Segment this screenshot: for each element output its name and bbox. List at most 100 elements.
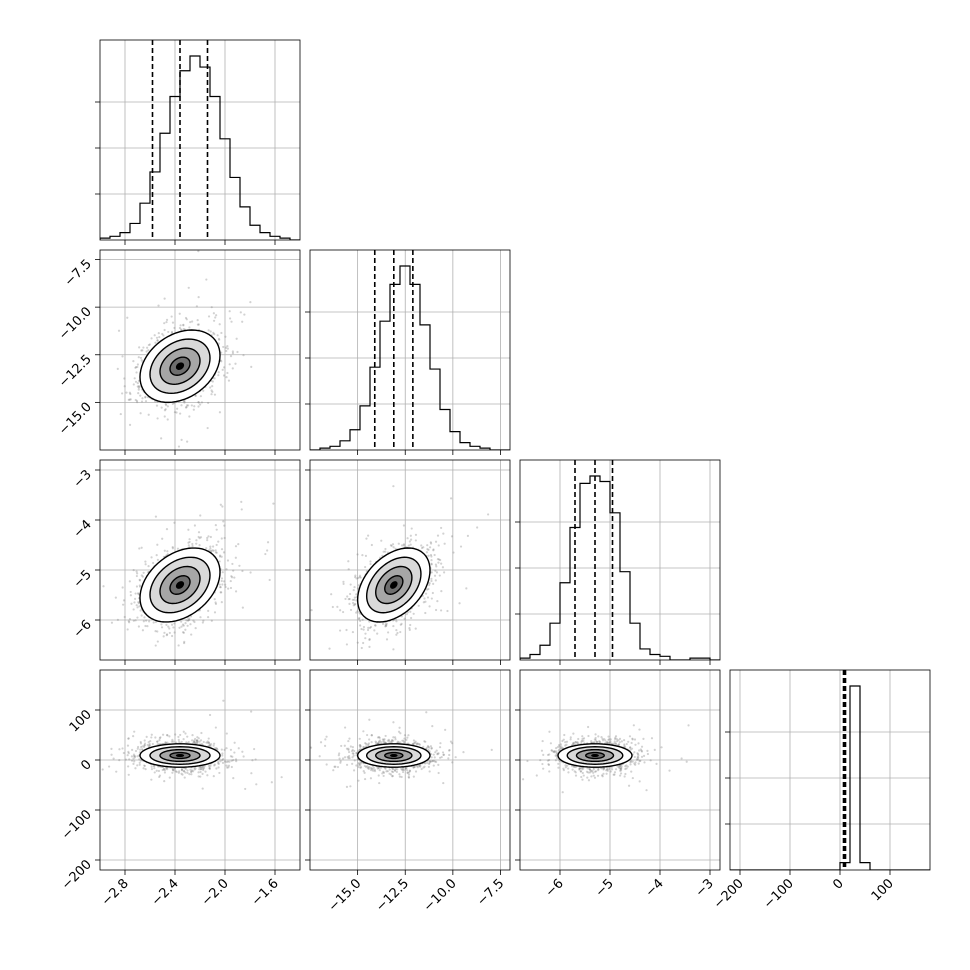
scatter-point bbox=[374, 624, 377, 627]
scatter-point bbox=[185, 619, 188, 622]
scatter-point bbox=[147, 349, 150, 352]
scatter-point bbox=[187, 528, 190, 531]
contour-line-1 bbox=[149, 338, 211, 395]
scatter-point bbox=[353, 598, 356, 601]
scatter-point bbox=[164, 402, 167, 406]
contour-peak bbox=[390, 581, 398, 589]
y-tick-label: −5 bbox=[71, 567, 95, 591]
scatter-point bbox=[177, 644, 180, 647]
scatter-point bbox=[171, 402, 174, 406]
scatter-point bbox=[356, 610, 359, 613]
scatter-point bbox=[188, 326, 191, 329]
scatter-point bbox=[428, 546, 432, 549]
scatter-point bbox=[356, 587, 360, 590]
scatter-point bbox=[218, 560, 221, 563]
scatter-point bbox=[189, 623, 192, 626]
scatter-point bbox=[211, 380, 214, 383]
scatter-point bbox=[430, 555, 433, 558]
scatter-point bbox=[154, 620, 157, 624]
scatter-point bbox=[171, 545, 174, 549]
scatter-point bbox=[222, 345, 225, 349]
scatter-point bbox=[368, 620, 371, 623]
scatter-point bbox=[195, 305, 198, 308]
scatter-point bbox=[198, 740, 201, 743]
scatter-point bbox=[205, 741, 208, 744]
scatter-point bbox=[212, 331, 215, 334]
scatter-point bbox=[191, 320, 194, 323]
scatter-point bbox=[199, 403, 202, 406]
scatter-point bbox=[369, 625, 373, 629]
scatter-point bbox=[359, 619, 362, 622]
scatter-point bbox=[136, 745, 140, 749]
scatter-point bbox=[199, 514, 202, 517]
scatter-point bbox=[149, 739, 152, 743]
scatter-point bbox=[160, 406, 163, 409]
scatter-point bbox=[181, 631, 185, 634]
scatter-point bbox=[373, 629, 376, 632]
scatter-point bbox=[430, 571, 433, 574]
scatter-point bbox=[222, 699, 225, 702]
scatter-point bbox=[183, 641, 186, 645]
scatter-point bbox=[434, 569, 437, 572]
scatter-point bbox=[208, 743, 211, 746]
scatter-point bbox=[159, 736, 162, 739]
scatter-point bbox=[140, 546, 143, 549]
scatter-point bbox=[233, 751, 236, 754]
scatter-point bbox=[437, 558, 441, 561]
scatter-point bbox=[152, 621, 155, 624]
scatter-point bbox=[207, 741, 211, 744]
scatter-point bbox=[217, 762, 220, 765]
scatter-point bbox=[137, 601, 140, 604]
y-tick-label: −10.0 bbox=[56, 304, 95, 343]
scatter-point bbox=[235, 760, 238, 763]
scatter-point bbox=[223, 524, 226, 527]
scatter-point bbox=[435, 565, 438, 568]
scatter-point bbox=[164, 408, 167, 411]
histogram-step bbox=[310, 265, 510, 450]
scatter-point bbox=[348, 597, 351, 601]
scatter-point bbox=[199, 536, 203, 539]
scatter-point bbox=[182, 400, 186, 403]
scatter-point bbox=[220, 331, 223, 335]
scatter-point bbox=[430, 577, 433, 580]
scatter-point bbox=[210, 306, 213, 309]
contour-line-0 bbox=[139, 547, 221, 623]
scatter-point bbox=[208, 713, 212, 717]
scatter-point bbox=[174, 733, 177, 736]
scatter-point bbox=[179, 324, 182, 327]
scatter-point bbox=[183, 400, 186, 403]
scatter-point bbox=[138, 346, 141, 349]
scatter-point bbox=[132, 608, 135, 611]
scatter-point bbox=[236, 350, 239, 354]
scatter-point bbox=[154, 629, 157, 633]
scatter-point bbox=[328, 647, 331, 650]
scatter-point bbox=[184, 628, 187, 631]
scatter-point bbox=[127, 737, 130, 740]
scatter-point bbox=[147, 343, 150, 347]
scatter-point bbox=[132, 383, 135, 386]
scatter-point bbox=[353, 596, 356, 599]
scatter-point bbox=[428, 605, 431, 608]
scatter-point bbox=[166, 418, 169, 421]
scatter-point bbox=[198, 537, 201, 540]
scatter-point bbox=[132, 569, 135, 572]
scatter-point bbox=[195, 539, 198, 542]
scatter-point bbox=[487, 513, 490, 516]
scatter-point bbox=[209, 330, 212, 333]
scatter-point bbox=[212, 312, 215, 315]
scatter-point bbox=[215, 551, 218, 554]
scatter-point bbox=[199, 616, 202, 619]
scatter-point bbox=[213, 598, 216, 601]
scatter-point bbox=[145, 619, 148, 622]
scatter-point bbox=[163, 549, 166, 552]
scatter-point bbox=[367, 626, 370, 629]
scatter-point bbox=[222, 374, 226, 377]
scatter-point bbox=[347, 560, 350, 563]
scatter-point bbox=[221, 505, 224, 508]
scatter-point bbox=[199, 770, 202, 774]
scatter-point bbox=[180, 404, 183, 407]
scatter-point bbox=[213, 393, 217, 396]
scatter-point bbox=[226, 344, 229, 348]
scatter-point bbox=[138, 547, 141, 550]
scatter-point bbox=[134, 398, 137, 402]
